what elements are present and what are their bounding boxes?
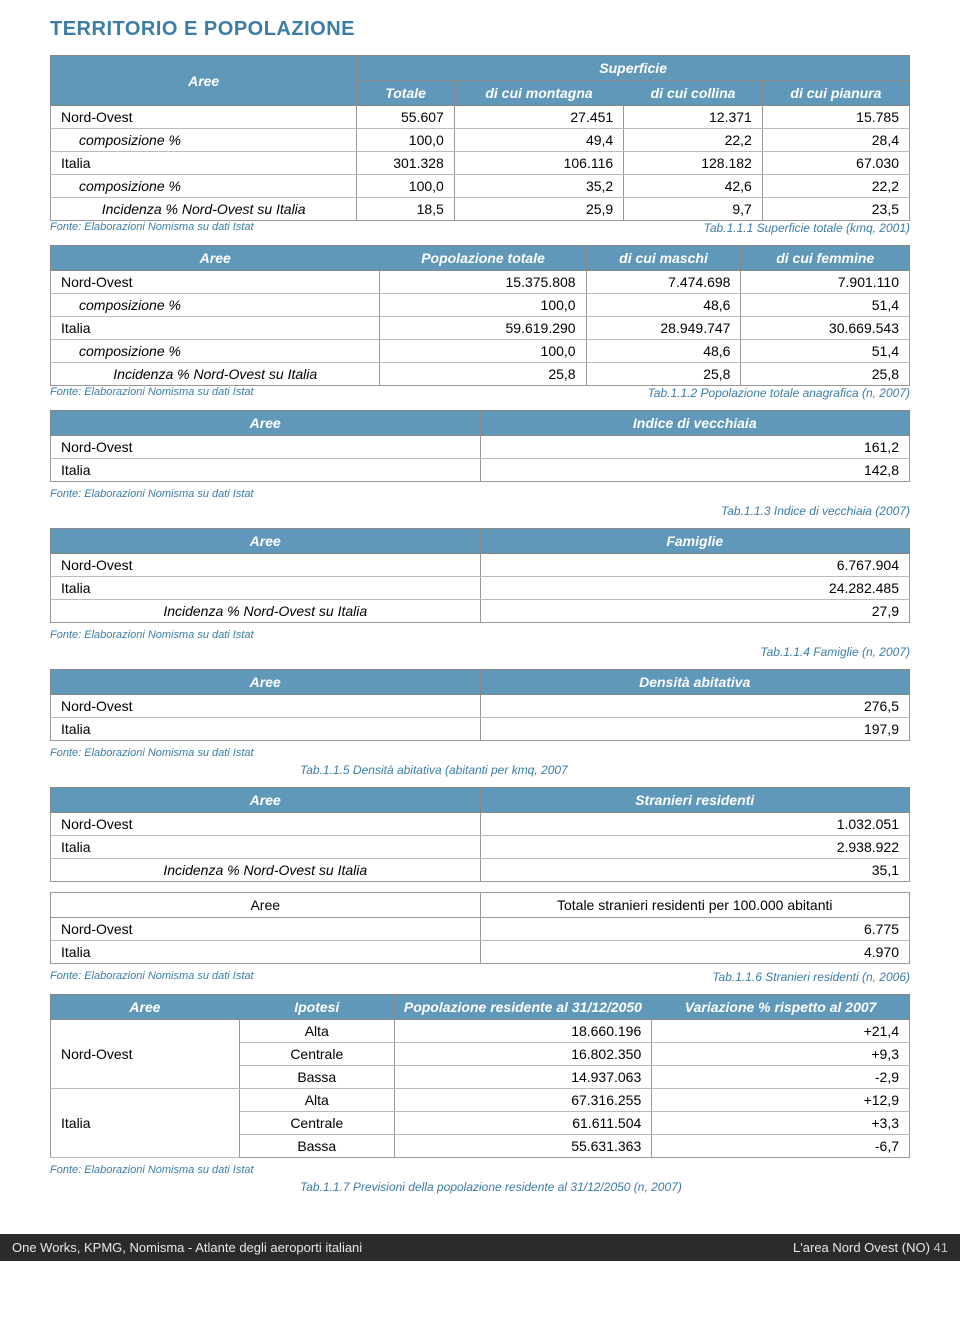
th-densita: Densità abitativa <box>480 670 910 695</box>
th-totale: Totale <box>357 81 455 106</box>
table-row: Nord-Ovest6.767.904 <box>51 554 910 577</box>
th-aree: Aree <box>51 529 481 554</box>
fonte-label: Fonte: Elaborazioni Nomisma su dati Ista… <box>50 629 254 641</box>
table-row: Nord-Ovest1.032.051 <box>51 813 910 836</box>
table-popolazione: Aree Popolazione totale di cui maschi di… <box>50 245 910 386</box>
fonte-label: Fonte: Elaborazioni Nomisma su dati Ista… <box>50 221 254 233</box>
table-row: Italia24.282.485 <box>51 577 910 600</box>
table-row: Incidenza % Nord-Ovest su Italia27,9 <box>51 600 910 623</box>
th-aree: Aree <box>51 788 481 813</box>
table-row: Nord-Ovest6.775 <box>51 918 910 941</box>
th-stranieri-per100k: Totale stranieri residenti per 100.000 a… <box>480 893 910 918</box>
table-row: composizione %100,048,651,4 <box>51 340 910 363</box>
th-pop2050: Popolazione residente al 31/12/2050 <box>394 995 652 1020</box>
th-indice: Indice di vecchiaia <box>480 411 910 436</box>
section-title: TERRITORIO E POPOLAZIONE <box>50 18 910 41</box>
page-footer: One Works, KPMG, Nomisma - Atlante degli… <box>0 1234 960 1261</box>
table-famiglie: Aree Famiglie Nord-Ovest6.767.904 Italia… <box>50 528 910 623</box>
table-row: Incidenza % Nord-Ovest su Italia25,825,8… <box>51 363 910 386</box>
footer-left: One Works, KPMG, Nomisma - Atlante degli… <box>12 1240 362 1255</box>
table-previsioni: Aree Ipotesi Popolazione residente al 31… <box>50 994 910 1158</box>
table-caption: Tab.1.1.7 Previsioni della popolazione r… <box>300 1180 910 1194</box>
table-row: Nord-Ovest15.375.8087.474.6987.901.110 <box>51 271 910 294</box>
table-row: Italia2.938.922 <box>51 836 910 859</box>
footer-right: L'area Nord Ovest (NO) 41 <box>793 1240 948 1255</box>
table-row: Italia4.970 <box>51 941 910 964</box>
table-row: Nord-Ovest161,2 <box>51 436 910 459</box>
th-aree: Aree <box>51 995 240 1020</box>
table-caption: Tab.1.1.5 Densità abitativa (abitanti pe… <box>300 763 910 777</box>
fonte-label: Fonte: Elaborazioni Nomisma su dati Ista… <box>50 747 254 759</box>
table-row: Italia197,9 <box>51 718 910 741</box>
th-aree: Aree <box>51 56 357 106</box>
fonte-label: Fonte: Elaborazioni Nomisma su dati Ista… <box>50 488 254 500</box>
fonte-label: Fonte: Elaborazioni Nomisma su dati Ista… <box>50 970 254 982</box>
th-stranieri: Stranieri residenti <box>480 788 910 813</box>
table-caption: Tab.1.1.2 Popolazione totale anagrafica … <box>648 386 910 400</box>
th-famiglie: Famiglie <box>480 529 910 554</box>
table-row: Nord-Ovest276,5 <box>51 695 910 718</box>
th-aree: Aree <box>51 893 481 918</box>
table-row: ItaliaAlta67.316.255+12,9 <box>51 1089 910 1112</box>
table-row: Italia142,8 <box>51 459 910 482</box>
table-caption: Tab.1.1.1 Superficie totale (kmq, 2001) <box>704 221 910 235</box>
table-stranieri-a: Aree Stranieri residenti Nord-Ovest1.032… <box>50 787 910 882</box>
th-femmine: di cui femmine <box>741 246 910 271</box>
table-row: composizione %100,049,422,228,4 <box>51 129 910 152</box>
th-aree: Aree <box>51 411 481 436</box>
th-variazione: Variazione % rispetto al 2007 <box>652 995 910 1020</box>
table-vecchiaia: Aree Indice di vecchiaia Nord-Ovest161,2… <box>50 410 910 482</box>
fonte-label: Fonte: Elaborazioni Nomisma su dati Ista… <box>50 386 254 398</box>
table-row: composizione %100,035,242,622,2 <box>51 175 910 198</box>
table-stranieri-b: Aree Totale stranieri residenti per 100.… <box>50 892 910 964</box>
table-superficie: Aree Superficie Totale di cui montagna d… <box>50 55 910 221</box>
table-row: Nord-OvestAlta18.660.196+21,4 <box>51 1020 910 1043</box>
table-row: Incidenza % Nord-Ovest su Italia35,1 <box>51 859 910 882</box>
table-caption: Tab.1.1.6 Stranieri residenti (n, 2006) <box>712 970 910 984</box>
th-pop: Popolazione totale <box>380 246 586 271</box>
table-row: composizione %100,048,651,4 <box>51 294 910 317</box>
th-aree: Aree <box>51 246 380 271</box>
th-ipotesi: Ipotesi <box>239 995 394 1020</box>
th-superficie: Superficie <box>357 56 910 81</box>
table-caption: Tab.1.1.4 Famiglie (n, 2007) <box>50 645 910 659</box>
th-montagna: di cui montagna <box>454 81 623 106</box>
table-row: Nord-Ovest55.60727.45112.37115.785 <box>51 106 910 129</box>
th-pianura: di cui pianura <box>762 81 909 106</box>
fonte-label: Fonte: Elaborazioni Nomisma su dati Ista… <box>50 1164 254 1176</box>
table-row: Italia59.619.29028.949.74730.669.543 <box>51 317 910 340</box>
th-collina: di cui collina <box>624 81 763 106</box>
th-maschi: di cui maschi <box>586 246 741 271</box>
table-densita: Aree Densità abitativa Nord-Ovest276,5 I… <box>50 669 910 741</box>
th-aree: Aree <box>51 670 481 695</box>
table-caption: Tab.1.1.3 Indice di vecchiaia (2007) <box>50 504 910 518</box>
table-row: Italia301.328106.116128.18267.030 <box>51 152 910 175</box>
table-row: Incidenza % Nord-Ovest su Italia18,525,9… <box>51 198 910 221</box>
